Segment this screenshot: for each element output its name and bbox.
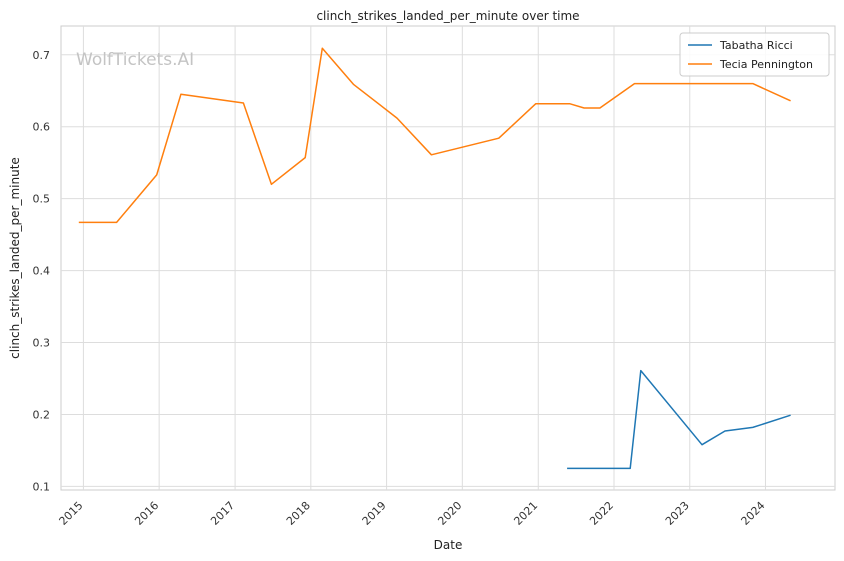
- plot-area: [60, 25, 836, 491]
- y-tick-label: 0.3: [33, 337, 51, 350]
- y-tick-label: 0.7: [33, 49, 51, 62]
- series-line-tabatha-ricci: [567, 369, 791, 470]
- y-tick-label: 0.6: [33, 121, 51, 134]
- watermark-text: WolfTickets.AI: [76, 50, 194, 70]
- chart-title: clinch_strikes_landed_per_minute over ti…: [316, 9, 579, 23]
- y-tick-label: 0.5: [33, 193, 51, 206]
- x-tick-label: 2016: [132, 499, 161, 528]
- y-tick-label: 0.1: [33, 480, 51, 493]
- y-axis-title: clinch_strikes_landed_per_minute: [8, 157, 22, 359]
- legend: Tabatha Ricci Tecia Pennington: [679, 32, 830, 77]
- legend-box: [679, 32, 830, 77]
- y-tick-label: 0.2: [33, 408, 51, 421]
- x-tick-label: 2019: [360, 499, 389, 528]
- x-tick-label: 2022: [587, 499, 616, 528]
- x-axis-title: Date: [434, 538, 463, 552]
- legend-label: Tabatha Ricci: [719, 39, 793, 52]
- x-tick-label: 2020: [435, 499, 464, 528]
- x-tick-label: 2018: [284, 499, 313, 528]
- x-tick-label: 2017: [208, 499, 237, 528]
- legend-label: Tecia Pennington: [719, 58, 813, 71]
- grid-layer: [61, 26, 835, 490]
- x-tick-label: 2024: [739, 499, 768, 528]
- x-tick-label: 2023: [663, 499, 692, 528]
- x-tick-label: 2021: [511, 499, 540, 528]
- series-layer: [78, 47, 791, 470]
- y-tick-label: 0.4: [33, 265, 51, 278]
- series-line-tecia-pennington: [78, 47, 791, 224]
- x-tick-label: 2015: [57, 499, 86, 528]
